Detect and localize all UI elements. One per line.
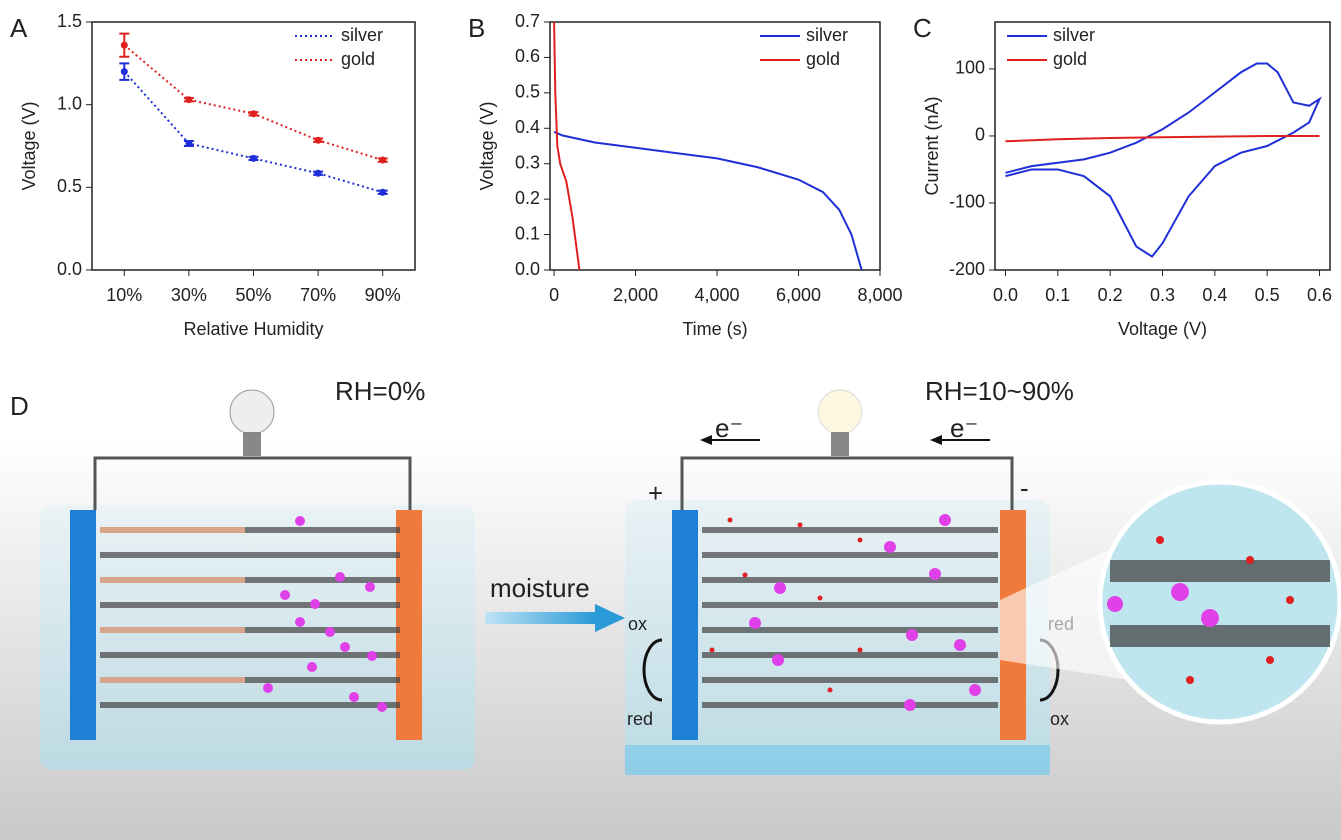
x-tick-label: 6,000	[776, 285, 821, 305]
x-tick-label: 2,000	[613, 285, 658, 305]
zoom-inset	[1000, 479, 1341, 725]
data-point	[250, 154, 257, 162]
x-tick-label: 70%	[300, 285, 336, 305]
series-line	[1005, 62, 1322, 258]
x-axis-title: Time (s)	[682, 319, 747, 339]
y-tick-label: 0.1	[515, 223, 540, 243]
series-line	[1005, 134, 1320, 143]
plot-frame	[91, 21, 416, 271]
y-tick-label: 0.5	[57, 176, 82, 196]
right-cell	[625, 389, 1060, 775]
data-point	[185, 96, 193, 104]
y-tick-label: 1.0	[57, 93, 82, 113]
y-tick-label: 0.0	[515, 259, 540, 279]
data-point	[379, 156, 387, 164]
x-tick-label: 50%	[235, 285, 271, 305]
y-axis-title: Voltage (V)	[19, 101, 39, 190]
legend-label: silver	[1053, 25, 1095, 45]
y-tick-label: 0.4	[515, 117, 540, 137]
y-tick-label: 100	[955, 58, 985, 78]
x-tick-label: 0.5	[1255, 285, 1280, 305]
x-tick-label: 10%	[106, 285, 142, 305]
y-tick-label: 1.5	[57, 11, 82, 31]
x-tick-label: 0.6	[1307, 285, 1332, 305]
reaction-label: red	[627, 709, 653, 729]
panel-label: B	[468, 13, 485, 43]
polarity-label: +	[648, 478, 663, 508]
x-tick-label: 0.4	[1202, 285, 1227, 305]
data-point	[379, 188, 387, 196]
data-point	[250, 110, 257, 118]
x-tick-label: 90%	[365, 285, 401, 305]
y-tick-label: 0.6	[515, 46, 540, 66]
panel-label: A	[10, 13, 28, 43]
y-tick-label: 0.0	[57, 259, 82, 279]
plot-frame	[994, 21, 1331, 271]
x-axis-title: Relative Humidity	[183, 319, 323, 339]
panel-label: D	[10, 391, 29, 421]
x-axis-title: Voltage (V)	[1118, 319, 1207, 339]
data-point	[185, 140, 193, 148]
x-tick-label: 0.3	[1150, 285, 1175, 305]
series-line	[123, 70, 383, 194]
x-tick-label: 8,000	[857, 285, 902, 305]
y-tick-label: 0.7	[515, 11, 540, 31]
arrow	[485, 612, 595, 624]
y-tick-label: 0.3	[515, 152, 540, 172]
left-cell	[40, 389, 475, 770]
electron-label: e⁻	[715, 413, 743, 443]
panel-label: C	[913, 13, 932, 43]
legend-label: gold	[806, 49, 840, 69]
y-tick-label: -100	[949, 192, 985, 212]
y-axis-title: Current (nA)	[922, 96, 942, 195]
polarity-label: -	[1020, 473, 1029, 503]
x-tick-label: 0.0	[993, 285, 1018, 305]
data-point	[120, 68, 128, 76]
reaction-label: ox	[628, 614, 647, 634]
y-tick-label: -200	[949, 259, 985, 279]
x-tick-label: 0.2	[1098, 285, 1123, 305]
data-point	[314, 136, 322, 144]
arrow-label: moisture	[490, 573, 590, 603]
data-point	[314, 169, 322, 177]
series-line	[553, 21, 581, 271]
series-line	[553, 130, 863, 271]
data-point	[120, 41, 128, 49]
condition-label: RH=10~90%	[925, 376, 1074, 406]
x-tick-label: 4,000	[695, 285, 740, 305]
reaction-label: ox	[1050, 709, 1069, 729]
electron-label: e⁻	[950, 413, 978, 443]
condition-label: RH=0%	[335, 376, 425, 406]
plot-frame	[549, 21, 881, 271]
y-tick-label: 0	[975, 125, 985, 145]
y-axis-title: Voltage (V)	[477, 101, 497, 190]
x-tick-label: 0.1	[1045, 285, 1070, 305]
legend-label: silver	[806, 25, 848, 45]
y-tick-label: 0.5	[515, 82, 540, 102]
x-tick-label: 0	[549, 285, 559, 305]
x-tick-label: 30%	[171, 285, 207, 305]
legend-label: gold	[1053, 49, 1087, 69]
arrow-head	[595, 604, 625, 632]
legend-label: silver	[341, 25, 383, 45]
y-tick-label: 0.2	[515, 188, 540, 208]
legend-label: gold	[341, 49, 375, 69]
